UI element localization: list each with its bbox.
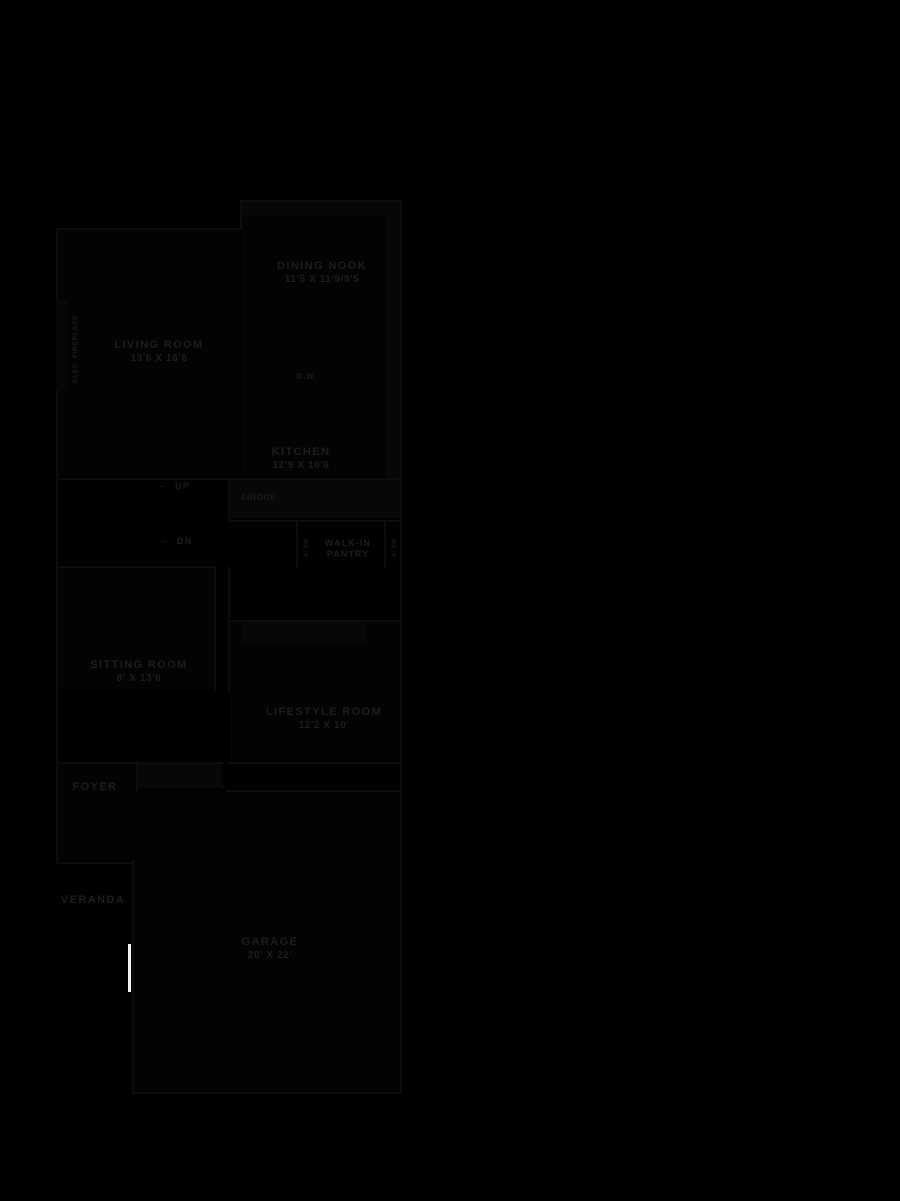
cabinet-upper-run bbox=[326, 480, 400, 518]
refrigerator-label: FRIDGE bbox=[241, 493, 277, 502]
space-name-foyer: FOYER bbox=[72, 781, 118, 793]
wall-pantry-north bbox=[228, 520, 402, 522]
fill-foyer bbox=[58, 764, 136, 860]
fill-dining-kitchen bbox=[242, 202, 400, 476]
wall-exterior-east-upper bbox=[400, 200, 402, 500]
room-label-sitting-room: SITTING ROOM 8' X 13'6 bbox=[90, 659, 187, 685]
wall-exterior-north bbox=[240, 200, 402, 202]
room-name-sitting-room: SITTING ROOM bbox=[90, 659, 188, 671]
wall-garage-west bbox=[132, 786, 134, 1094]
wall-lifestyle-west bbox=[228, 566, 230, 692]
room-name-living-room: LIVING ROOM bbox=[114, 339, 204, 351]
garage-door-post bbox=[128, 944, 131, 992]
wall-interior-mid-a bbox=[56, 478, 242, 480]
space-label-walk-in-pantry: WALK-IN PANTRY bbox=[325, 538, 371, 561]
shelf-label-right: 4' SH bbox=[391, 538, 398, 558]
wall-interior-mid-b bbox=[228, 478, 402, 480]
room-label-garage: GARAGE 20' X 22' bbox=[242, 936, 299, 962]
room-name-lifestyle-room: LIFESTYLE ROOM bbox=[265, 706, 383, 718]
counter-north bbox=[242, 202, 400, 216]
room-name-garage: GARAGE bbox=[241, 936, 299, 948]
wall-pantry-east bbox=[384, 520, 386, 568]
arrow-left-icon-up: ← bbox=[158, 479, 171, 491]
wall-veranda-south bbox=[56, 862, 136, 864]
wall-sitting-east bbox=[214, 566, 216, 692]
fill-garage bbox=[134, 792, 400, 1090]
wall-lifestyle-north-b bbox=[334, 620, 402, 622]
counter-east bbox=[386, 216, 400, 478]
space-label-veranda: VERANDA bbox=[61, 894, 125, 906]
room-dimensions-garage: 20' X 22' bbox=[247, 950, 293, 962]
room-label-kitchen: KITCHEN 12'9 X 10'6 bbox=[272, 446, 331, 472]
wall-garage-east bbox=[400, 790, 402, 1094]
wall-stairshaft-west bbox=[56, 478, 58, 578]
room-dimensions-kitchen: 12'9 X 10'6 bbox=[272, 460, 330, 472]
room-name-dining-nook: DINING NOOK bbox=[277, 260, 367, 272]
lifestyle-builtin bbox=[242, 622, 366, 644]
wall-garage-south bbox=[132, 1092, 402, 1094]
stair-marker-up: ← UP bbox=[158, 480, 190, 491]
wall-jog-north-a bbox=[240, 200, 242, 230]
wall-pantry-west bbox=[296, 520, 298, 568]
fill-living-room bbox=[58, 230, 240, 476]
wall-lifestyle-south bbox=[228, 762, 402, 764]
wall-exterior-east-mid bbox=[400, 500, 402, 790]
room-label-living-room: LIVING ROOM 13'6 X 16'6 bbox=[114, 339, 203, 365]
fill-sitting-room bbox=[58, 568, 214, 690]
fill-lifestyle-room bbox=[230, 622, 400, 760]
wall-lifestyle-north bbox=[228, 620, 336, 622]
fireplace-label: ELEC. FIREPLACE bbox=[72, 314, 79, 383]
wall-sitting-west bbox=[56, 566, 58, 692]
space-label-foyer: FOYER bbox=[73, 781, 118, 793]
wall-veranda-west bbox=[56, 790, 58, 864]
fireplace-box bbox=[56, 300, 68, 390]
room-dimensions-living-room: 13'6 X 16'6 bbox=[130, 353, 188, 365]
wall-foyer-north-a bbox=[56, 762, 136, 764]
stair-marker-down: ← DN bbox=[160, 535, 192, 546]
room-dimensions-dining-nook: 11'5 X 11'9/9'5 bbox=[284, 274, 360, 286]
wall-exterior-north-west bbox=[56, 228, 242, 230]
arrow-left-icon-down: ← bbox=[160, 534, 173, 546]
space-name-pantry-line2: PANTRY bbox=[326, 549, 370, 560]
wall-foyer-west bbox=[56, 690, 58, 800]
shelf-label-left: 4' SH bbox=[303, 538, 310, 558]
stair-label-down: DN bbox=[177, 535, 193, 546]
room-label-lifestyle-room: LIFESTYLE ROOM 12'2 X 10' bbox=[266, 706, 382, 732]
space-name-pantry-line1: WALK-IN bbox=[324, 538, 372, 548]
foyer-closet bbox=[138, 764, 222, 788]
wall-garage-north-b bbox=[226, 790, 402, 792]
room-label-dining-nook: DINING NOOK 11'5 X 11'9/9'5 bbox=[277, 260, 367, 286]
dishwasher-label: D.W. bbox=[296, 372, 318, 381]
wall-kitchen-south-jamb bbox=[228, 478, 230, 522]
stair-label-up: UP bbox=[175, 480, 190, 491]
wall-stairshaft-south bbox=[56, 566, 216, 568]
room-dimensions-lifestyle-room: 12'2 X 10' bbox=[298, 720, 350, 732]
space-name-veranda: VERANDA bbox=[60, 894, 126, 906]
wall-foyer-north-b bbox=[138, 762, 224, 764]
room-dimensions-sitting-room: 8' X 13'6 bbox=[116, 673, 162, 685]
fridge-box bbox=[230, 480, 326, 518]
room-name-kitchen: KITCHEN bbox=[271, 446, 331, 458]
